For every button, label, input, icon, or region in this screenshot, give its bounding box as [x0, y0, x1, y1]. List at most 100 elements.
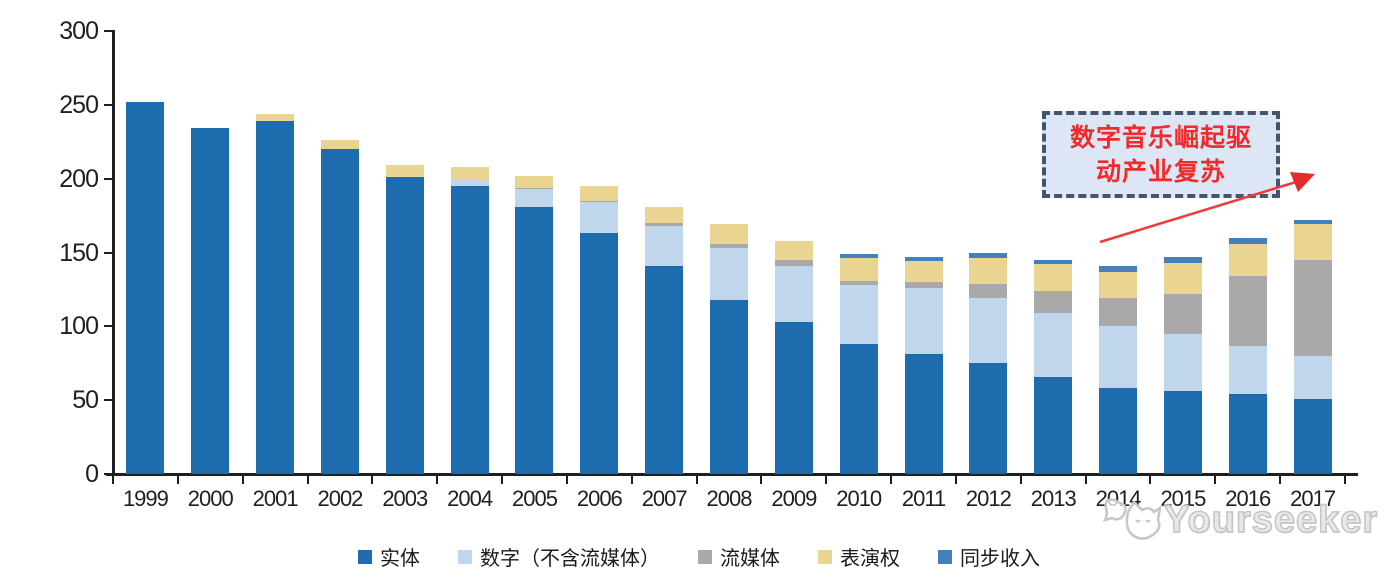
bar-segment-2011 [904, 261, 943, 283]
bar-segment-2012 [969, 363, 1008, 474]
bar-segment-2009 [774, 259, 813, 266]
y-axis-line [112, 30, 115, 475]
stacked-bar-2012 [969, 31, 1008, 474]
bar-segment-2005 [515, 175, 554, 188]
x-tick-mark [436, 476, 439, 484]
y-tick-label-100: 100 [59, 312, 99, 341]
bar-segment-2002 [320, 149, 359, 474]
bar-segment-2013 [1034, 376, 1073, 474]
y-tick-label-200: 200 [59, 164, 99, 193]
legend-swatch [358, 549, 372, 564]
legend-label: 同步收入 [960, 548, 1040, 570]
x-tick-label-2009: 2009 [771, 486, 817, 511]
bar-segment-2016 [1228, 345, 1267, 395]
stacked-bar-2001 [256, 31, 295, 474]
bar-segment-1999 [126, 101, 165, 474]
x-tick-label-2017: 2017 [1290, 486, 1336, 511]
x-tick-label-2006: 2006 [576, 486, 623, 511]
legend-label: 表演权 [840, 548, 900, 570]
x-tick-mark [112, 476, 114, 484]
legend-item: 实体 [358, 542, 420, 571]
x-tick-label-2000: 2000 [187, 486, 234, 511]
x-tick-mark [1084, 476, 1087, 484]
legend-item: 表演权 [818, 542, 900, 571]
watermark-text: Yourseeker [1163, 498, 1379, 542]
bar-segment-2012 [969, 258, 1008, 284]
bar-column-2001 [243, 31, 308, 474]
stacked-bar-2013 [1034, 31, 1073, 474]
bar-segment-2000 [191, 128, 230, 474]
x-tick-mark [1344, 476, 1346, 484]
y-tick-mark [104, 325, 113, 328]
stacked-bar-2000 [191, 31, 230, 474]
bar-segment-2010 [839, 280, 878, 285]
bar-segment-2014 [1099, 388, 1138, 474]
bar-segment-2014 [1099, 298, 1138, 327]
bar-segment-2017 [1293, 355, 1332, 399]
bar-segment-2007 [645, 206, 684, 223]
bar-column-2013 [1021, 31, 1086, 474]
bar-column-2009 [761, 31, 826, 474]
bar-segment-2001 [256, 121, 295, 474]
bar-segment-2004 [450, 166, 489, 181]
y-axis-labels: 0 50 100 150 200 250 300 [8, 0, 99, 582]
bar-segment-2004 [450, 180, 489, 187]
bar-column-2017 [1280, 31, 1345, 474]
bar-segment-2008 [710, 248, 749, 300]
y-tick-mark [104, 473, 113, 475]
x-tick-label-2010: 2010 [836, 486, 882, 511]
bar-segment-2010 [839, 285, 878, 345]
bar-column-2006 [567, 31, 632, 474]
legend-label: 实体 [380, 548, 420, 570]
bar-segment-2007 [645, 225, 684, 266]
stacked-bar-2016 [1228, 31, 1267, 474]
annotation-text-line1: 数字音乐崛起驱 [1069, 123, 1252, 152]
stacked-bar-2014 [1099, 31, 1138, 474]
bar-segment-2004 [450, 186, 489, 474]
legend-swatch [818, 549, 832, 564]
bar-column-2004 [437, 31, 502, 474]
stacked-bar-2011 [904, 31, 943, 474]
x-tick-mark [1214, 476, 1217, 484]
y-tick-mark [104, 251, 113, 254]
bar-segment-2015 [1163, 262, 1202, 294]
bar-segment-2015 [1163, 256, 1202, 263]
y-tick-label-0: 0 [85, 460, 99, 488]
bar-segment-2006 [580, 186, 619, 201]
x-tick-mark [890, 476, 893, 484]
x-tick-label-2001: 2001 [252, 486, 299, 511]
x-tick-mark [1279, 476, 1282, 484]
x-tick-mark [371, 476, 374, 484]
y-tick-label-250: 250 [59, 90, 99, 119]
bar-segment-2015 [1163, 293, 1202, 334]
bar-column-2005 [502, 31, 567, 474]
bar-segment-2009 [774, 240, 813, 260]
y-tick-label-300: 300 [59, 17, 99, 45]
stacked-bar-2008 [710, 31, 749, 474]
y-tick-mark [104, 177, 113, 180]
bar-segment-2011 [904, 287, 943, 355]
stacked-bar-2010 [839, 31, 878, 474]
bar-segment-2016 [1228, 243, 1267, 277]
y-tick-label-150: 150 [59, 238, 99, 267]
x-tick-mark [1019, 476, 1022, 484]
bar-segment-2013 [1034, 264, 1073, 291]
bar-column-2015 [1151, 31, 1216, 474]
x-tick-label-2008: 2008 [706, 486, 753, 511]
bar-segment-2005 [515, 189, 554, 207]
bar-segment-2015 [1163, 391, 1202, 474]
x-tick-label-2011: 2011 [901, 486, 946, 511]
x-tick-mark [760, 476, 763, 484]
x-tick-mark [1149, 476, 1152, 484]
stacked-bar-1999 [126, 31, 165, 474]
bar-segment-2010 [839, 344, 878, 474]
bar-segment-2006 [580, 202, 619, 234]
bar-segment-2016 [1228, 394, 1267, 474]
stacked-bar-2007 [645, 31, 684, 474]
bar-segment-2009 [774, 265, 813, 322]
y-tick-mark [104, 103, 113, 106]
x-tick-label-2007: 2007 [641, 486, 688, 511]
x-tick-mark [565, 476, 568, 484]
x-tick-label-2015: 2015 [1160, 486, 1206, 511]
